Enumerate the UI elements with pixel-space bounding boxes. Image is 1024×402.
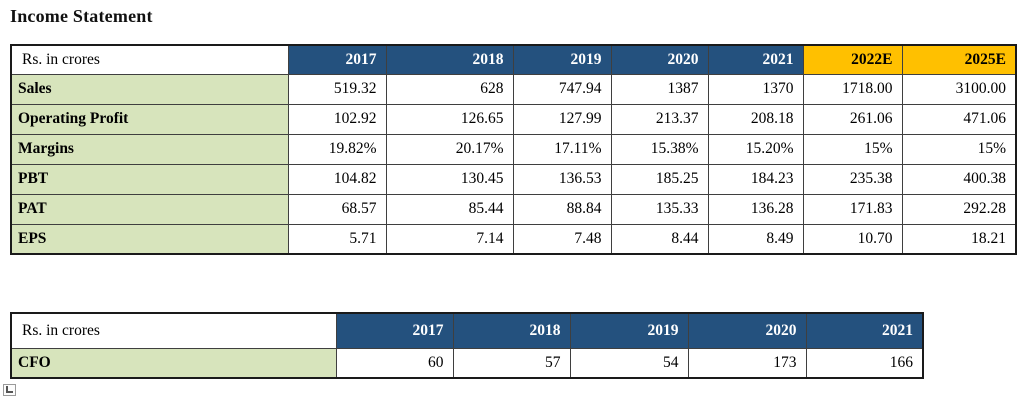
value-cell: 88.84	[512, 193, 612, 225]
value-cell: 235.38	[802, 163, 903, 195]
units-label: Rs. in crores	[10, 312, 337, 349]
year-header-2017: 2017	[287, 44, 387, 75]
value-cell: 130.45	[385, 163, 514, 195]
value-cell: 5.71	[287, 223, 387, 255]
value-cell: 184.23	[707, 163, 804, 195]
row-label: CFO	[10, 347, 337, 379]
value-cell: 17.11%	[512, 133, 612, 165]
table-row-sales: Sales 519.32 628 747.94 1387 1370 1718.0…	[10, 73, 1017, 105]
income-statement-table: Rs. in crores 2017 2018 2019 2020 2021 2…	[10, 44, 1017, 255]
value-cell: 3100.00	[901, 73, 1017, 105]
value-cell: 15.20%	[707, 133, 804, 165]
row-label: EPS	[10, 223, 289, 255]
year-header-2020: 2020	[610, 44, 709, 75]
value-cell: 68.57	[287, 193, 387, 225]
value-cell: 60	[335, 347, 454, 379]
table-row-operating-profit: Operating Profit 102.92 126.65 127.99 21…	[10, 103, 1017, 135]
table-row-margins: Margins 19.82% 20.17% 17.11% 15.38% 15.2…	[10, 133, 1017, 165]
table-row-eps: EPS 5.71 7.14 7.48 8.44 8.49 10.70 18.21	[10, 223, 1017, 255]
value-cell: 20.17%	[385, 133, 514, 165]
value-cell: 7.14	[385, 223, 514, 255]
value-cell: 57	[452, 347, 571, 379]
value-cell: 135.33	[610, 193, 709, 225]
object-anchor-icon	[3, 384, 16, 396]
value-cell: 1718.00	[802, 73, 903, 105]
value-cell: 213.37	[610, 103, 709, 135]
units-label: Rs. in crores	[10, 44, 289, 75]
year-header-2021: 2021	[707, 44, 804, 75]
year-header-2021: 2021	[805, 312, 924, 349]
value-cell: 102.92	[287, 103, 387, 135]
value-cell: 15.38%	[610, 133, 709, 165]
value-cell: 19.82%	[287, 133, 387, 165]
value-cell: 7.48	[512, 223, 612, 255]
value-cell: 208.18	[707, 103, 804, 135]
year-header-2018: 2018	[452, 312, 571, 349]
value-cell: 85.44	[385, 193, 514, 225]
value-cell: 10.70	[802, 223, 903, 255]
value-cell: 8.49	[707, 223, 804, 255]
value-cell: 104.82	[287, 163, 387, 195]
value-cell: 747.94	[512, 73, 612, 105]
value-cell: 126.65	[385, 103, 514, 135]
value-cell: 15%	[802, 133, 903, 165]
value-cell: 18.21	[901, 223, 1017, 255]
income-header-row: Rs. in crores 2017 2018 2019 2020 2021 2…	[10, 44, 1017, 75]
value-cell: 54	[569, 347, 689, 379]
row-label: Margins	[10, 133, 289, 165]
value-cell: 173	[687, 347, 807, 379]
value-cell: 8.44	[610, 223, 709, 255]
value-cell: 519.32	[287, 73, 387, 105]
value-cell: 1387	[610, 73, 709, 105]
page-title: Income Statement	[10, 6, 153, 26]
table-row-pbt: PBT 104.82 130.45 136.53 185.25 184.23 2…	[10, 163, 1017, 195]
value-cell: 471.06	[901, 103, 1017, 135]
year-header-2019: 2019	[569, 312, 689, 349]
cfo-table: Rs. in crores 2017 2018 2019 2020 2021 C…	[10, 312, 924, 379]
year-header-2018: 2018	[385, 44, 514, 75]
table-row-cfo: CFO 60 57 54 173 166	[10, 347, 924, 379]
value-cell: 127.99	[512, 103, 612, 135]
year-header-2017: 2017	[335, 312, 454, 349]
row-label: PBT	[10, 163, 289, 195]
value-cell: 185.25	[610, 163, 709, 195]
row-label: Sales	[10, 73, 289, 105]
value-cell: 628	[385, 73, 514, 105]
cfo-header-row: Rs. in crores 2017 2018 2019 2020 2021	[10, 312, 924, 349]
value-cell: 166	[805, 347, 924, 379]
row-label: PAT	[10, 193, 289, 225]
year-header-2025e: 2025E	[901, 44, 1017, 75]
table-row-pat: PAT 68.57 85.44 88.84 135.33 136.28 171.…	[10, 193, 1017, 225]
value-cell: 292.28	[901, 193, 1017, 225]
year-header-2020: 2020	[687, 312, 807, 349]
value-cell: 136.53	[512, 163, 612, 195]
value-cell: 400.38	[901, 163, 1017, 195]
year-header-2022e: 2022E	[802, 44, 903, 75]
row-label: Operating Profit	[10, 103, 289, 135]
value-cell: 15%	[901, 133, 1017, 165]
value-cell: 1370	[707, 73, 804, 105]
year-header-2019: 2019	[512, 44, 612, 75]
value-cell: 136.28	[707, 193, 804, 225]
value-cell: 261.06	[802, 103, 903, 135]
value-cell: 171.83	[802, 193, 903, 225]
